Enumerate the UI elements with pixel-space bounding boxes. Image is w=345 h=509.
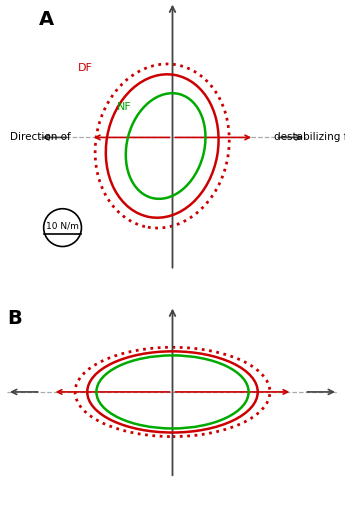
Text: A: A — [39, 10, 55, 30]
Text: DF: DF — [78, 63, 93, 73]
Text: B: B — [7, 309, 22, 328]
Text: 10 N/m: 10 N/m — [46, 221, 79, 230]
Text: destabilizing force: destabilizing force — [274, 132, 345, 143]
Text: NF: NF — [117, 102, 131, 111]
Text: Direction of: Direction of — [10, 132, 71, 143]
